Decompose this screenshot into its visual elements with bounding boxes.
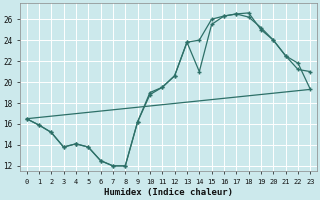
X-axis label: Humidex (Indice chaleur): Humidex (Indice chaleur) (104, 188, 233, 197)
